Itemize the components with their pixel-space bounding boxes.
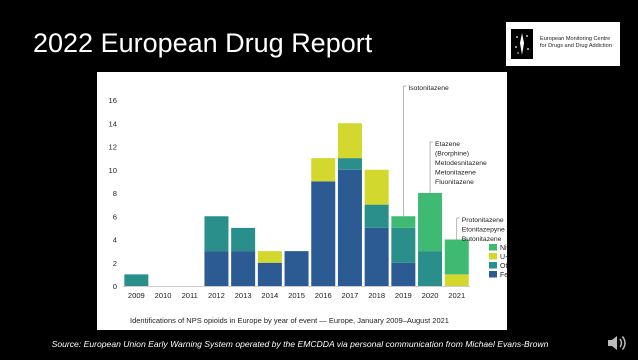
chart-panel: 0 2 4 6 8 10 12 14 16 2009 2010 2011 2012 2013 2014 201… bbox=[97, 72, 507, 330]
x-tick-label: 2015 bbox=[288, 291, 305, 300]
annotation-label: Etazene bbox=[435, 141, 460, 148]
bar-nitazenes-2019 bbox=[391, 216, 416, 228]
bar-others-2012 bbox=[204, 216, 229, 252]
y-tick-label: 14 bbox=[109, 119, 117, 128]
x-tick-label: 2012 bbox=[208, 291, 225, 300]
legend-swatch-nitazenes bbox=[489, 244, 497, 251]
slide-title: 2022 European Drug Report bbox=[33, 28, 373, 58]
x-tick-label: 2017 bbox=[341, 291, 358, 300]
y-tick-label: 6 bbox=[113, 212, 117, 221]
bar-fentanils-2018 bbox=[364, 227, 389, 286]
speaker-icon[interactable] bbox=[606, 333, 630, 353]
annotation-label: Fluonitazene bbox=[435, 179, 474, 186]
y-tick-label: 16 bbox=[109, 96, 117, 105]
x-tick-label: 2016 bbox=[315, 291, 332, 300]
x-tick-label: 2018 bbox=[368, 291, 385, 300]
bar-others-2019 bbox=[391, 227, 416, 263]
chart-caption: Identifications of NPS opioids in Europe… bbox=[130, 316, 449, 325]
annotation-label: Etonitazepyne bbox=[462, 227, 505, 234]
x-tick-label: 2010 bbox=[155, 291, 172, 300]
bar-fentanils-2017 bbox=[337, 169, 362, 286]
bar-u-opioids-2018 bbox=[364, 169, 389, 205]
annotation-label: Protonitazene bbox=[462, 217, 504, 224]
stacked-bar-chart: 0 2 4 6 8 10 12 14 16 2009 2010 2011 2012 2013 2014 201… bbox=[109, 85, 507, 300]
bar-fentanils-2015 bbox=[284, 251, 309, 286]
source-note: Source: European Union Early Warning Sys… bbox=[51, 339, 549, 349]
bar-fentanils-2013 bbox=[231, 251, 256, 286]
y-tick-label: 0 bbox=[113, 282, 117, 291]
emcdda-logo: European Monitoring Centre for Drugs and… bbox=[506, 22, 620, 66]
annotation-label: Butonitazene bbox=[462, 236, 502, 243]
annotation-label: Metonitazene bbox=[435, 170, 476, 177]
bar-fentanils-2014 bbox=[257, 262, 282, 286]
y-tick-label: 2 bbox=[113, 259, 117, 268]
bar-u-opioids-2021 bbox=[444, 274, 469, 286]
emcdda-logo-icon bbox=[511, 29, 533, 59]
x-tick-label: 2009 bbox=[128, 291, 145, 300]
bar-u-opioids-2017 bbox=[337, 123, 362, 159]
y-tick-label: 12 bbox=[109, 143, 117, 152]
annotation-label: Isotonitazene bbox=[408, 85, 449, 92]
bar-others-2009 bbox=[124, 274, 149, 286]
x-tick-label: 2013 bbox=[235, 291, 252, 300]
annotation-label: (Brorphine) bbox=[435, 151, 469, 158]
bar-fentanils-2019 bbox=[391, 262, 416, 286]
logo-text-line2: for Drugs and Drug Addiction bbox=[540, 43, 612, 49]
bar-others-2013 bbox=[231, 227, 256, 252]
logo-text-line1: European Monitoring Centre bbox=[540, 36, 611, 42]
bar-others-2020 bbox=[418, 251, 443, 286]
x-tick-label: 2019 bbox=[395, 291, 412, 300]
y-tick-label: 4 bbox=[113, 236, 117, 245]
annotation-label: Metodesnitazene bbox=[435, 160, 487, 167]
legend-label: U-opioids bbox=[500, 254, 507, 261]
bar-others-2018 bbox=[364, 204, 389, 228]
y-tick-label: 10 bbox=[109, 166, 117, 175]
bar-u-opioids-2014 bbox=[257, 251, 282, 263]
legend-label: Fentanils bbox=[500, 272, 507, 279]
y-tick-label: 8 bbox=[113, 189, 117, 198]
x-tick-label: 2021 bbox=[448, 291, 465, 300]
bar-fentanils-2012 bbox=[204, 251, 229, 286]
x-tick-label: 2014 bbox=[261, 291, 278, 300]
bar-others-2017 bbox=[337, 158, 362, 170]
bar-nitazenes-2021 bbox=[444, 239, 469, 275]
legend-label: Nitazenes bbox=[500, 245, 507, 252]
x-tick-label: 2020 bbox=[422, 291, 439, 300]
logo-text: European Monitoring Centre for Drugs and… bbox=[540, 36, 612, 50]
bar-nitazenes-2020 bbox=[418, 193, 443, 252]
legend-swatch-u-opioids bbox=[489, 253, 497, 260]
legend-swatch-others bbox=[489, 262, 497, 269]
legend-swatch-fentanils bbox=[489, 271, 497, 278]
bar-u-opioids-2016 bbox=[311, 158, 336, 182]
bar-fentanils-2016 bbox=[311, 181, 336, 286]
legend-label: Others bbox=[500, 263, 507, 270]
x-tick-label: 2011 bbox=[182, 291, 198, 300]
